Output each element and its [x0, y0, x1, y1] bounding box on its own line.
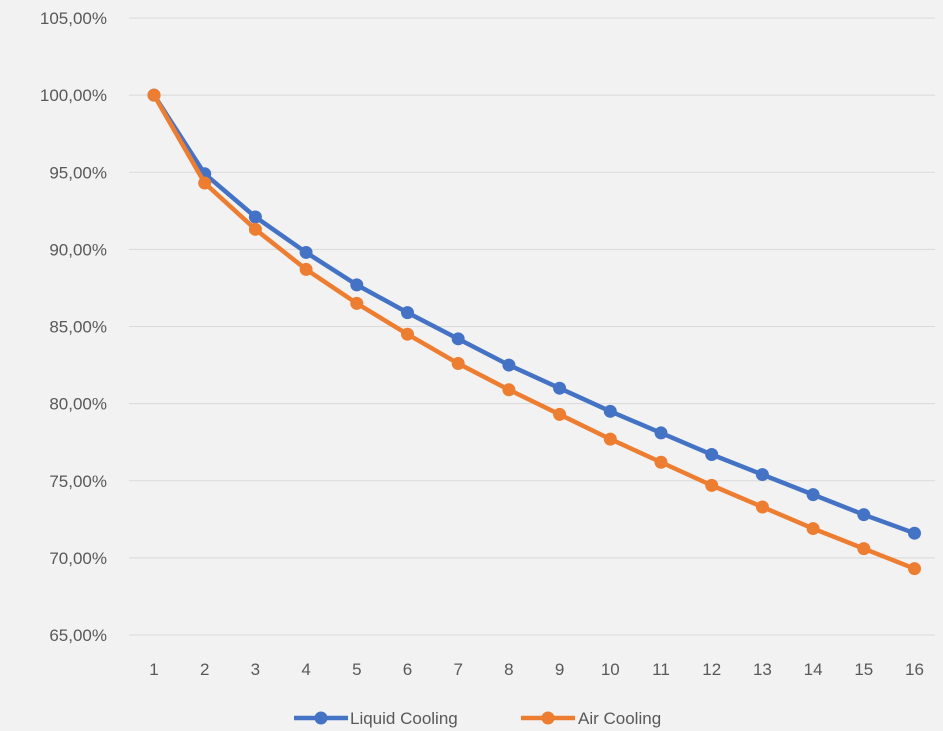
legend: Liquid Cooling Air Cooling — [294, 709, 661, 728]
data-point — [654, 455, 668, 469]
x-tick-label: 8 — [504, 660, 513, 679]
x-axis: 1 2 3 4 5 6 7 8 9 10 11 12 13 14 15 16 — [149, 660, 924, 679]
data-point — [553, 381, 567, 395]
x-tick-label: 13 — [753, 660, 772, 679]
series-group — [147, 88, 921, 576]
legend-item: Air Cooling — [521, 709, 661, 728]
x-tick-label: 4 — [301, 660, 310, 679]
data-point — [147, 88, 161, 102]
y-tick-label: 65,00% — [49, 626, 107, 645]
x-tick-label: 7 — [453, 660, 462, 679]
data-point — [451, 332, 465, 346]
data-point — [401, 327, 414, 341]
x-tick-label: 16 — [905, 660, 924, 679]
x-tick-label: 2 — [200, 660, 209, 679]
series-line — [151, 92, 917, 571]
x-tick-label: 9 — [555, 660, 564, 679]
data-point — [755, 500, 769, 514]
x-tick-label: 14 — [804, 660, 823, 679]
data-point — [401, 306, 414, 320]
legend-label: Liquid Cooling — [350, 709, 458, 728]
gridlines — [129, 17, 935, 636]
y-tick-label: 90,00% — [49, 240, 107, 259]
data-point — [908, 526, 921, 540]
data-point — [806, 522, 820, 536]
y-tick-label: 80,00% — [49, 395, 107, 414]
data-point — [502, 358, 516, 372]
data-point — [908, 562, 921, 576]
x-tick-label: 5 — [352, 660, 361, 679]
data-point — [350, 278, 364, 292]
data-point — [198, 176, 212, 190]
data-point — [857, 508, 871, 522]
x-tick-label: 12 — [702, 660, 721, 679]
y-tick-label: 75,00% — [49, 472, 107, 491]
data-point — [248, 222, 262, 236]
data-point — [654, 426, 668, 440]
legend-swatch-marker — [541, 711, 555, 725]
x-tick-label: 1 — [149, 660, 158, 679]
data-point — [603, 404, 617, 418]
x-tick-label: 10 — [601, 660, 620, 679]
y-tick-label: 100,00% — [40, 86, 107, 105]
data-point — [502, 383, 516, 397]
y-axis: 65,00% 70,00% 75,00% 80,00% 85,00% 90,00% 95,0… — [40, 9, 107, 645]
data-point — [755, 468, 769, 482]
data-point — [451, 357, 465, 371]
y-tick-label: 70,00% — [49, 549, 107, 568]
x-tick-label: 15 — [854, 660, 873, 679]
y-tick-label: 105,00% — [40, 9, 107, 28]
x-tick-label: 11 — [652, 660, 670, 679]
legend-label: Air Cooling — [578, 709, 661, 728]
series-line — [151, 92, 917, 536]
series-liquid-cooling — [147, 88, 921, 540]
data-point — [705, 478, 719, 492]
data-point — [857, 542, 871, 556]
data-point — [299, 245, 313, 259]
data-point — [603, 432, 617, 446]
data-point — [553, 407, 567, 421]
legend-swatch-marker — [314, 711, 328, 725]
data-point — [299, 262, 313, 276]
x-tick-label: 6 — [403, 660, 412, 679]
data-point — [248, 210, 262, 224]
legend-item: Liquid Cooling — [294, 709, 458, 728]
data-point — [350, 296, 364, 310]
data-point — [705, 448, 719, 462]
x-tick-label: 3 — [251, 660, 260, 679]
y-tick-label: 95,00% — [49, 163, 107, 182]
data-point — [806, 488, 820, 502]
y-tick-label: 85,00% — [49, 318, 107, 337]
series-air-cooling — [147, 88, 921, 576]
